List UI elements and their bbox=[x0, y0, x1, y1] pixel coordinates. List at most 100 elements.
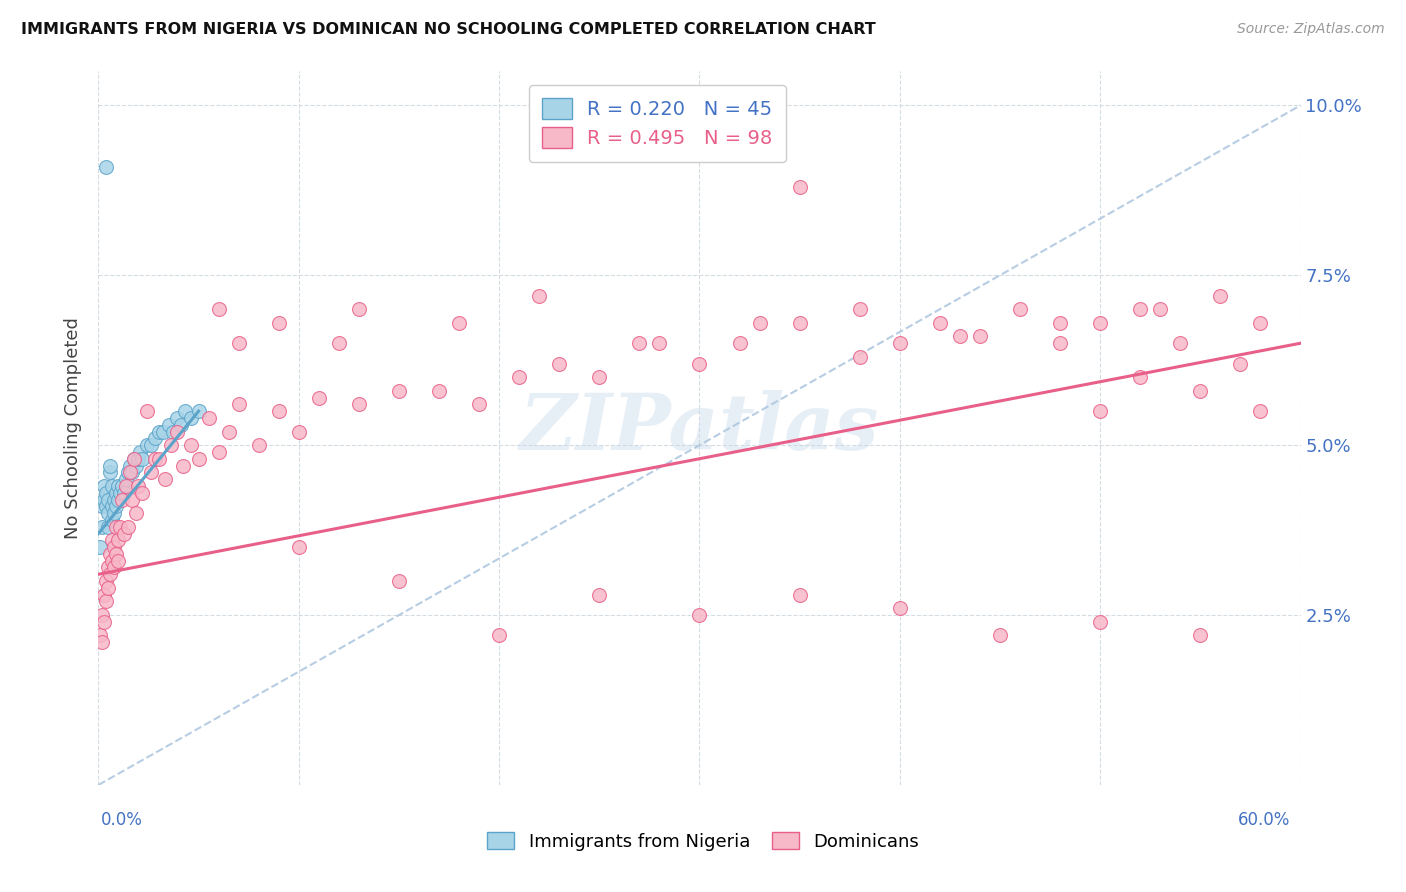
Point bbox=[125, 506, 148, 520]
Point bbox=[588, 588, 610, 602]
Point bbox=[91, 608, 114, 623]
Point bbox=[488, 628, 510, 642]
Point bbox=[288, 540, 311, 554]
Point bbox=[728, 336, 751, 351]
Point bbox=[96, 574, 118, 588]
Point bbox=[153, 472, 176, 486]
Point bbox=[135, 438, 157, 452]
Point bbox=[1088, 615, 1111, 629]
Point bbox=[96, 485, 118, 500]
Point bbox=[197, 411, 219, 425]
Point bbox=[166, 411, 188, 425]
Point bbox=[107, 479, 129, 493]
Point bbox=[100, 466, 122, 480]
Point bbox=[508, 370, 530, 384]
Point bbox=[388, 384, 411, 398]
Point bbox=[97, 581, 120, 595]
Point bbox=[139, 438, 162, 452]
Point bbox=[131, 451, 153, 466]
Point bbox=[105, 547, 128, 561]
Point bbox=[131, 485, 153, 500]
Point bbox=[105, 500, 128, 514]
Point bbox=[148, 451, 170, 466]
Point bbox=[97, 492, 120, 507]
Point bbox=[1170, 336, 1192, 351]
Point bbox=[427, 384, 450, 398]
Point bbox=[101, 513, 124, 527]
Point bbox=[849, 302, 872, 317]
Point bbox=[929, 316, 952, 330]
Point bbox=[173, 404, 195, 418]
Point bbox=[101, 479, 124, 493]
Point bbox=[124, 451, 146, 466]
Point bbox=[1149, 302, 1171, 317]
Point bbox=[208, 302, 231, 317]
Point bbox=[100, 567, 122, 582]
Point bbox=[1088, 404, 1111, 418]
Point bbox=[97, 519, 120, 533]
Point bbox=[103, 506, 125, 520]
Point bbox=[96, 594, 118, 608]
Point bbox=[849, 350, 872, 364]
Point bbox=[117, 466, 139, 480]
Point bbox=[988, 628, 1011, 642]
Point bbox=[308, 391, 330, 405]
Point bbox=[588, 370, 610, 384]
Point bbox=[388, 574, 411, 588]
Point bbox=[1229, 357, 1251, 371]
Point bbox=[91, 519, 114, 533]
Point bbox=[1250, 316, 1272, 330]
Point bbox=[166, 425, 188, 439]
Point bbox=[187, 404, 209, 418]
Point bbox=[648, 336, 671, 351]
Point bbox=[949, 329, 972, 343]
Point bbox=[228, 397, 250, 411]
Point bbox=[1129, 302, 1152, 317]
Point bbox=[889, 601, 911, 615]
Point bbox=[1049, 336, 1071, 351]
Point bbox=[101, 500, 124, 514]
Point bbox=[91, 635, 114, 649]
Point bbox=[247, 438, 270, 452]
Text: 60.0%: 60.0% bbox=[1239, 811, 1291, 829]
Point bbox=[93, 588, 115, 602]
Point bbox=[1189, 384, 1212, 398]
Point bbox=[347, 397, 370, 411]
Point bbox=[110, 519, 132, 533]
Point bbox=[447, 316, 470, 330]
Point bbox=[468, 397, 491, 411]
Point bbox=[100, 547, 122, 561]
Point bbox=[169, 417, 191, 432]
Point bbox=[105, 519, 128, 533]
Y-axis label: No Schooling Completed: No Schooling Completed bbox=[63, 318, 82, 539]
Point bbox=[139, 466, 162, 480]
Text: ZIPatlas: ZIPatlas bbox=[520, 390, 879, 467]
Legend: Immigrants from Nigeria, Dominicans: Immigrants from Nigeria, Dominicans bbox=[479, 825, 927, 858]
Point bbox=[115, 472, 138, 486]
Point bbox=[789, 316, 811, 330]
Point bbox=[114, 485, 136, 500]
Legend: R = 0.220   N = 45, R = 0.495   N = 98: R = 0.220 N = 45, R = 0.495 N = 98 bbox=[529, 85, 786, 162]
Point bbox=[97, 560, 120, 574]
Point bbox=[228, 336, 250, 351]
Point bbox=[120, 458, 142, 473]
Point bbox=[103, 492, 125, 507]
Point bbox=[748, 316, 770, 330]
Point bbox=[120, 466, 142, 480]
Point bbox=[101, 533, 124, 548]
Point bbox=[93, 615, 115, 629]
Point bbox=[1250, 404, 1272, 418]
Point bbox=[548, 357, 571, 371]
Point bbox=[152, 425, 174, 439]
Point bbox=[267, 404, 290, 418]
Point bbox=[328, 336, 350, 351]
Point bbox=[1209, 288, 1232, 302]
Point bbox=[889, 336, 911, 351]
Point bbox=[107, 492, 129, 507]
Point bbox=[93, 492, 115, 507]
Text: IMMIGRANTS FROM NIGERIA VS DOMINICAN NO SCHOOLING COMPLETED CORRELATION CHART: IMMIGRANTS FROM NIGERIA VS DOMINICAN NO … bbox=[21, 22, 876, 37]
Point bbox=[157, 417, 180, 432]
Point bbox=[143, 451, 166, 466]
Point bbox=[124, 451, 146, 466]
Point bbox=[129, 445, 152, 459]
